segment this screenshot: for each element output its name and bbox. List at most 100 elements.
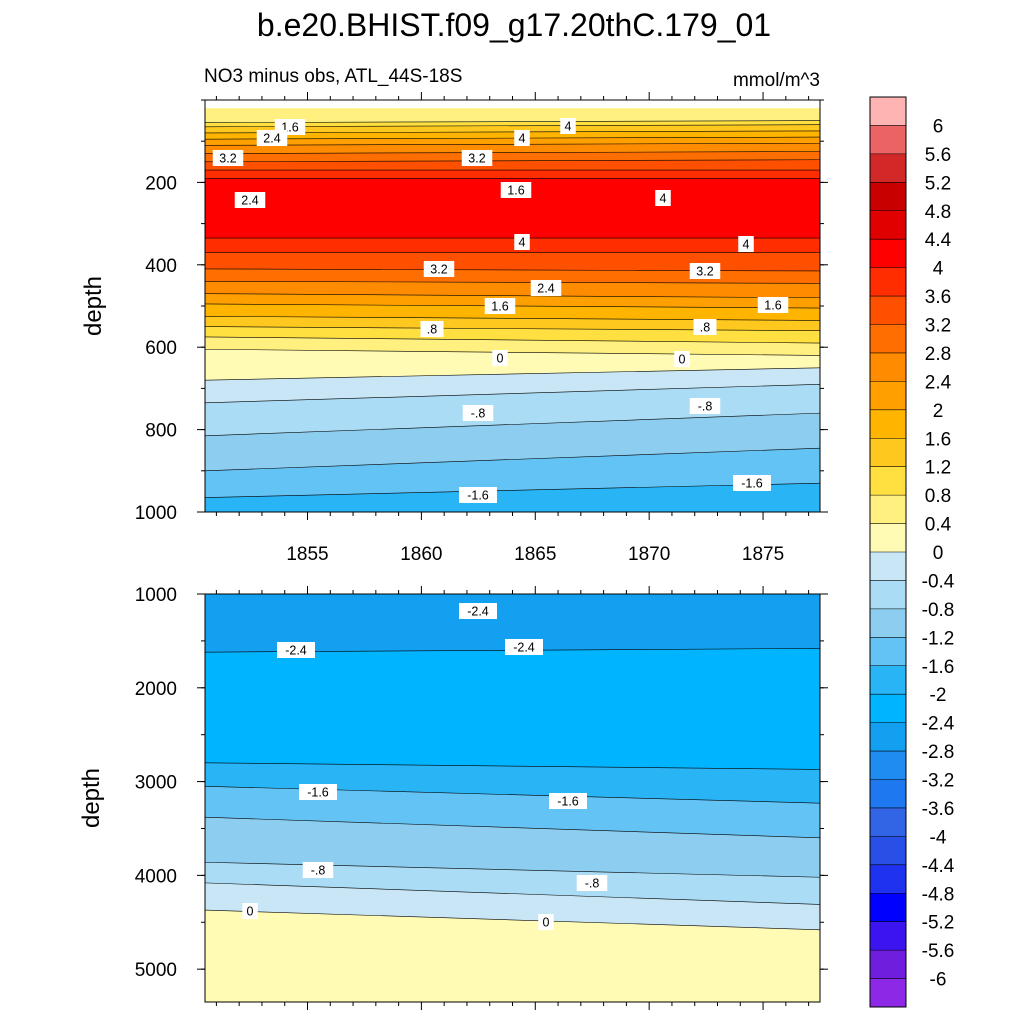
colorbar-label: 5.6 bbox=[925, 145, 951, 166]
contour-label: -2.4 bbox=[285, 644, 307, 658]
colorbar-swatch bbox=[870, 523, 906, 553]
colorbar-label: 5.2 bbox=[925, 173, 951, 194]
x-tick-label: 1860 bbox=[400, 544, 442, 565]
colorbar-swatch bbox=[870, 807, 906, 837]
contour-label: 3.2 bbox=[696, 265, 713, 279]
y-tick-label: 200 bbox=[145, 173, 177, 194]
contour-label: 2.4 bbox=[537, 282, 554, 296]
y-tick-label: 1000 bbox=[135, 503, 177, 524]
colorbar-swatch bbox=[870, 296, 906, 325]
colorbar-label: -6 bbox=[930, 970, 947, 991]
contour-line bbox=[205, 412, 820, 437]
colorbar-label: -5.6 bbox=[922, 941, 955, 962]
colorbar-swatch bbox=[870, 921, 906, 951]
colorbar-swatch bbox=[870, 153, 906, 183]
colorbar-label: 2 bbox=[933, 401, 944, 422]
lower-axes: 1000 2000 3000 4000 5000 bbox=[135, 585, 828, 1010]
contour-label: -2.4 bbox=[467, 605, 489, 619]
colorbar-swatch bbox=[870, 893, 906, 923]
colorbar-swatch bbox=[870, 466, 906, 496]
colorbar-label: -4.8 bbox=[922, 884, 955, 905]
contour-label: 4 bbox=[660, 192, 667, 206]
colorbar-swatch bbox=[870, 637, 906, 667]
colorbar-swatch bbox=[870, 694, 906, 724]
colorbar-label: -4 bbox=[930, 827, 947, 848]
contour-label: 1.6 bbox=[507, 184, 524, 198]
contour-label: .8 bbox=[427, 323, 437, 337]
x-tick-label: 1865 bbox=[514, 544, 556, 565]
contour-label: 4 bbox=[565, 120, 572, 134]
contour-label: -1.6 bbox=[557, 795, 579, 809]
colorbar-swatch bbox=[870, 239, 906, 269]
contour-label: 3.2 bbox=[219, 152, 236, 166]
contour-label: -.8 bbox=[585, 877, 600, 891]
colorbar-swatch bbox=[870, 608, 906, 638]
colorbar-label: -4.4 bbox=[922, 856, 955, 877]
contour-label: 2.4 bbox=[241, 194, 258, 208]
colorbar-label: 3.6 bbox=[925, 287, 951, 308]
contour-label-box bbox=[689, 263, 721, 279]
contour-label-box bbox=[689, 398, 721, 414]
colorbar-swatch bbox=[870, 381, 906, 411]
contour-label-box bbox=[733, 475, 771, 491]
y-tick-label: 800 bbox=[145, 421, 177, 442]
contour-label-box bbox=[462, 405, 494, 421]
colorbar-swatch bbox=[870, 495, 906, 525]
colorbar-label: -5.2 bbox=[922, 913, 955, 934]
y-tick-label: 1000 bbox=[135, 585, 177, 606]
colorbar-label: 0.8 bbox=[925, 486, 951, 507]
colorbar-label: -0.8 bbox=[922, 600, 955, 621]
subtitle-left: NO3 minus obs, ATL_44S-18S bbox=[204, 66, 462, 87]
colorbar-label: -2.4 bbox=[922, 714, 955, 735]
colorbar-label: 2.4 bbox=[925, 372, 952, 393]
lower-contour-labels: -2.4 -2.4 -2.4 -1.6 -1.6 -.8 -.8 0 0 bbox=[242, 603, 608, 930]
contour-label-box bbox=[514, 130, 530, 146]
x-tick-label: 1875 bbox=[742, 544, 784, 565]
contour-line bbox=[205, 367, 820, 381]
contour-line bbox=[205, 280, 820, 284]
contour-label-box bbox=[492, 350, 508, 366]
contour-label-box bbox=[484, 298, 516, 314]
colorbar-swatch bbox=[870, 210, 906, 240]
contour-label-box bbox=[757, 297, 789, 313]
colorbar-swatch bbox=[870, 409, 906, 439]
colorbar-swatch bbox=[870, 438, 906, 468]
contour-label-box bbox=[538, 914, 554, 930]
x-tick-label: 1855 bbox=[286, 544, 328, 565]
contour-line bbox=[205, 326, 820, 332]
contour-label: -2.4 bbox=[513, 641, 535, 655]
colorbar-label: 0 bbox=[933, 543, 944, 564]
colorbar-label: -3.6 bbox=[922, 799, 955, 820]
colorbar-swatch bbox=[870, 978, 906, 1008]
contour-line bbox=[205, 447, 820, 472]
contour-label: .8 bbox=[700, 321, 710, 335]
colorbar-swatch bbox=[870, 97, 906, 126]
colorbar-swatch bbox=[870, 125, 906, 155]
contour-line bbox=[205, 130, 820, 134]
contour-line bbox=[205, 120, 820, 123]
contour-line bbox=[205, 348, 820, 356]
colorbar-label: -2.8 bbox=[922, 742, 955, 763]
colorbar-swatch bbox=[870, 722, 906, 752]
contour-label-box bbox=[530, 280, 562, 296]
colorbar-label: 4.4 bbox=[925, 230, 952, 251]
colorbar-swatch bbox=[870, 864, 906, 894]
colorbar-label: -3.2 bbox=[922, 771, 955, 792]
colorbar-label: 4.8 bbox=[925, 202, 951, 223]
contour-label-box bbox=[459, 603, 497, 619]
contour-label-box bbox=[459, 487, 497, 503]
upper-y-axis-label: depth bbox=[80, 276, 107, 336]
contour-label-box bbox=[655, 190, 671, 206]
colorbar-swatch bbox=[870, 580, 906, 610]
lower-contour-fill bbox=[205, 594, 820, 1002]
contour-line bbox=[205, 909, 820, 931]
colorbar-label: 4 bbox=[933, 259, 944, 280]
contour-label: 0 bbox=[679, 353, 686, 367]
contour-label-box bbox=[423, 261, 455, 277]
contour-line bbox=[205, 159, 820, 163]
contour-band bbox=[205, 910, 820, 1002]
colorbar-label: -0.4 bbox=[922, 571, 955, 592]
